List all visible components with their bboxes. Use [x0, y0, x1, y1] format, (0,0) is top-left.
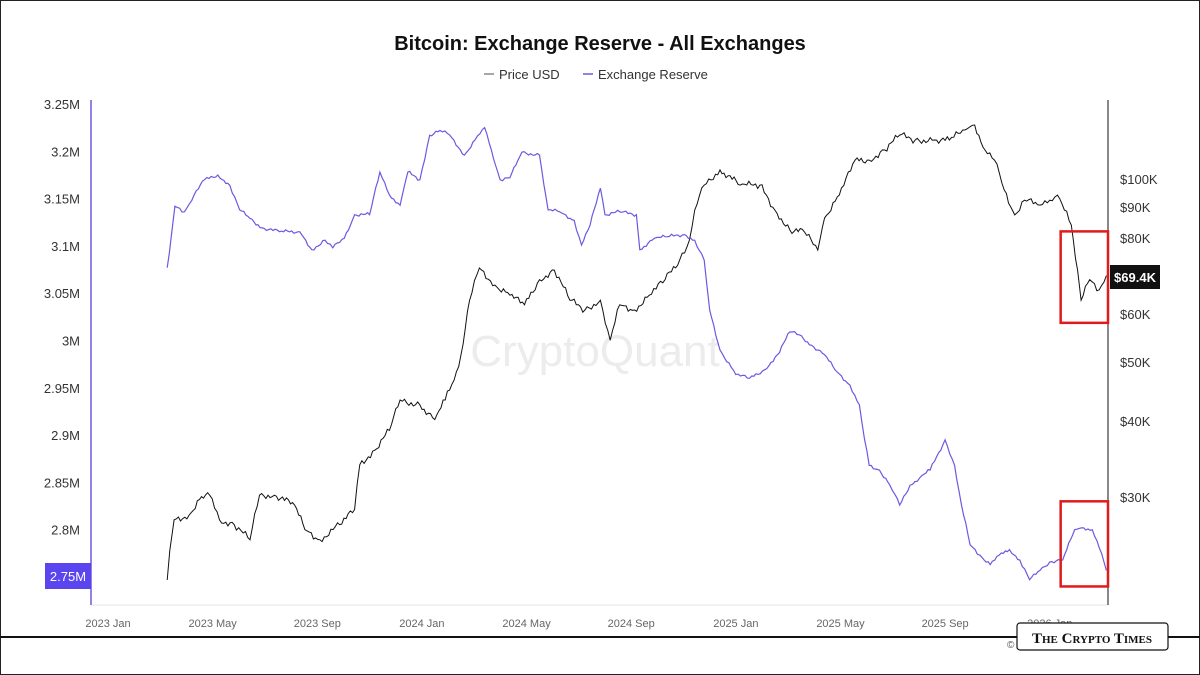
reserve-last-value-tag: 2.75M	[45, 563, 91, 589]
right-tick-label: $30K	[1120, 490, 1151, 505]
reserve-tag-label: 2.75M	[50, 569, 86, 584]
right-tick-label: $60K	[1120, 307, 1151, 322]
reserve-highlight-box	[1059, 500, 1110, 588]
legend: Price USD Exchange Reserve	[484, 67, 708, 82]
the-crypto-times-logo: The Crypto Times	[1016, 622, 1169, 651]
x-tick-label: 2024 Jan	[399, 618, 444, 630]
right-tick-label: $90K	[1120, 200, 1151, 215]
left-tick-label: 3.25M	[44, 97, 80, 112]
left-tick-label: 2.8M	[51, 523, 80, 538]
reserve-tag-bg	[45, 563, 91, 589]
x-tick-label: 2025 Jan	[713, 618, 758, 630]
x-tick-label: 2024 Sep	[608, 618, 655, 630]
left-tick-label: 3.2M	[51, 144, 80, 159]
price-tag-bg	[1110, 265, 1160, 289]
left-tick-label: 2.95M	[44, 381, 80, 396]
price-last-value-tag: $69.4K	[1110, 265, 1160, 289]
price-tag-label: $69.4K	[1114, 270, 1157, 285]
series-lines	[166, 124, 1107, 581]
left-tick-label: 2.9M	[51, 428, 80, 443]
left-tick-label: 2.85M	[44, 475, 80, 490]
legend-item-price[interactable]: Price USD	[484, 67, 560, 82]
logo-text: The Crypto Times	[1032, 631, 1152, 647]
x-tick-label: 2023 Jan	[85, 618, 130, 630]
left-tick-label: 3M	[62, 334, 80, 349]
left-tick-label: 3.15M	[44, 192, 80, 207]
watermark: CryptoQuant	[470, 327, 719, 376]
x-tick-label: 2025 Sep	[922, 618, 969, 630]
logo-box	[1016, 622, 1169, 651]
right-tick-label: $40K	[1120, 414, 1151, 429]
left-tick-label: 3.1M	[51, 239, 80, 254]
right-tick-label: $80K	[1120, 231, 1151, 246]
chart-title: Bitcoin: Exchange Reserve - All Exchange…	[394, 33, 806, 55]
price-highlight-box	[1059, 230, 1110, 325]
legend-label-reserve: Exchange Reserve	[598, 67, 708, 82]
left-axis-ticks: 3.25M 3.2M 3.15M 3.1M 3.05M 3M 2.95M 2.9M 2.85M 2…	[44, 97, 80, 538]
x-tick-label: 2025 May	[816, 618, 865, 630]
left-tick-label: 3.05M	[44, 286, 80, 301]
x-tick-label: 2024 May	[502, 618, 551, 630]
legend-label-price: Price USD	[499, 67, 560, 82]
price-usd-line	[166, 124, 1107, 581]
copyright-symbol: ©	[1007, 640, 1015, 651]
x-tick-label: 2023 Sep	[294, 618, 341, 630]
legend-item-reserve[interactable]: Exchange Reserve	[583, 67, 708, 82]
annotations	[1059, 230, 1110, 588]
right-axis-ticks: $100K $90K $80K $60K $50K $40K $30K	[1120, 172, 1158, 505]
x-tick-label: 2023 May	[188, 618, 237, 630]
right-tick-label: $50K	[1120, 355, 1151, 370]
exchange-reserve-line	[166, 126, 1107, 581]
right-tick-label: $100K	[1120, 172, 1158, 187]
